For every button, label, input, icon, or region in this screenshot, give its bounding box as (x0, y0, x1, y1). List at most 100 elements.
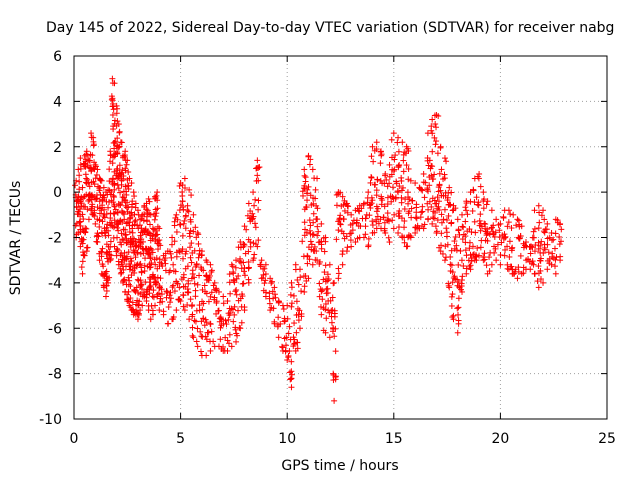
data-point (395, 224, 402, 231)
data-point (233, 286, 240, 293)
data-point (251, 202, 258, 209)
data-point (129, 229, 136, 236)
data-point (110, 126, 117, 133)
data-point (510, 270, 517, 277)
data-point (156, 307, 163, 314)
data-point (398, 194, 405, 201)
data-point (141, 211, 148, 218)
data-point (527, 266, 534, 273)
data-point (288, 303, 295, 310)
data-point (297, 274, 304, 281)
data-point (377, 177, 384, 184)
data-point (480, 257, 487, 264)
data-point (381, 225, 388, 232)
data-point (386, 239, 393, 246)
data-point (169, 234, 176, 241)
data-point (431, 215, 438, 222)
data-point (146, 230, 153, 237)
data-point (225, 340, 232, 347)
data-point (147, 254, 154, 261)
data-point (352, 239, 359, 246)
data-point (320, 304, 327, 311)
data-point (107, 257, 114, 264)
data-point (155, 246, 162, 253)
data-point (234, 332, 241, 339)
data-point (109, 75, 116, 82)
data-point (254, 243, 261, 250)
data-point (252, 224, 259, 231)
data-point (405, 176, 412, 183)
data-point (473, 194, 480, 201)
data-point (239, 293, 246, 300)
data-point (310, 219, 317, 226)
data-point (182, 225, 189, 232)
data-point (444, 241, 451, 248)
data-point (305, 275, 312, 282)
data-point (284, 315, 291, 322)
data-point (163, 294, 170, 301)
data-point (179, 246, 186, 253)
data-point (253, 177, 260, 184)
data-point (455, 226, 462, 233)
data-point (318, 245, 325, 252)
data-point (304, 252, 311, 259)
data-point (122, 165, 129, 172)
data-point (469, 251, 476, 258)
data-point (125, 274, 132, 281)
data-point (344, 209, 351, 216)
data-point (154, 189, 161, 196)
data-point (255, 237, 262, 244)
data-point (302, 178, 309, 185)
data-point (191, 280, 198, 287)
data-point (182, 212, 189, 219)
data-point (440, 216, 447, 223)
data-point (392, 195, 399, 202)
data-point (77, 206, 84, 213)
data-point (124, 253, 131, 260)
data-point (84, 176, 91, 183)
data-point (180, 271, 187, 278)
data-point (424, 185, 431, 192)
data-point (118, 169, 125, 176)
data-point (160, 311, 167, 318)
data-point (552, 216, 559, 223)
data-point (121, 276, 128, 283)
data-point (215, 307, 222, 314)
data-point (489, 228, 496, 235)
data-point (154, 274, 161, 281)
data-point (199, 306, 206, 313)
data-point (80, 216, 87, 223)
data-point (217, 315, 224, 322)
data-point (440, 176, 447, 183)
data-point (440, 192, 447, 199)
data-point (506, 238, 513, 245)
data-point (196, 307, 203, 314)
data-point (493, 257, 500, 264)
data-point (507, 211, 514, 218)
data-point (298, 313, 305, 320)
data-point (322, 234, 329, 241)
data-point (405, 165, 412, 172)
data-point (420, 170, 427, 177)
data-point (106, 178, 113, 185)
data-point (497, 261, 504, 268)
data-point (145, 229, 152, 236)
data-point (313, 216, 320, 223)
data-point (207, 261, 214, 268)
data-point (230, 270, 237, 277)
data-point (538, 276, 545, 283)
data-point (477, 211, 484, 218)
data-point (193, 262, 200, 269)
data-point (399, 234, 406, 241)
data-point (446, 184, 453, 191)
data-point (134, 316, 141, 323)
data-point (530, 261, 537, 268)
data-point (128, 257, 135, 264)
data-point (475, 202, 482, 209)
data-point (164, 248, 171, 255)
data-point (488, 207, 495, 214)
data-point (401, 224, 408, 231)
data-point (313, 248, 320, 255)
data-point (368, 174, 375, 181)
y-axis-label: SDTVAR / TECUs (8, 181, 24, 296)
